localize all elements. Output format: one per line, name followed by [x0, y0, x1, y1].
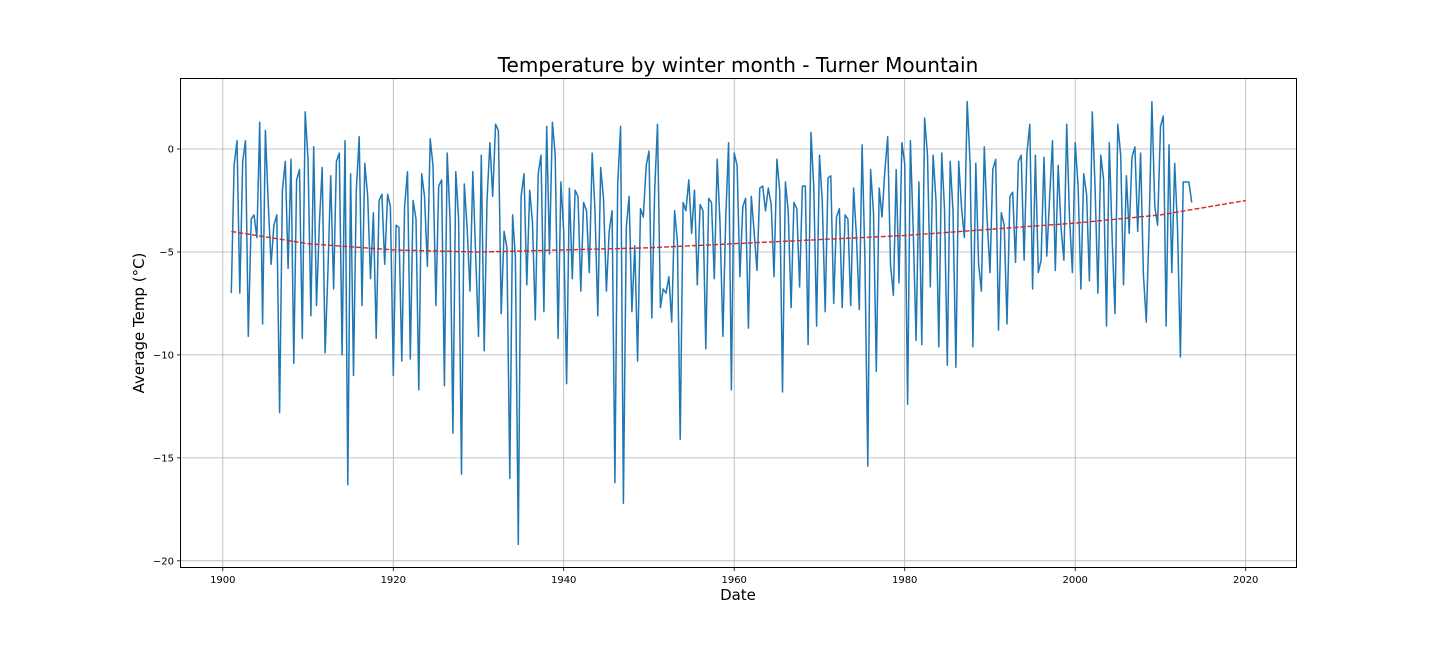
x-tick-label: 2020: [1233, 575, 1258, 586]
x-tick-label: 1920: [381, 575, 406, 586]
x-tick-label: 1960: [721, 575, 746, 586]
grid: [181, 79, 1296, 567]
y-tick-label: −20: [153, 556, 174, 567]
trend-line: [231, 199, 1246, 253]
temperature-series-line: [230, 100, 1193, 546]
y-tick-label: 0: [168, 145, 174, 156]
chart-title: Temperature by winter month - Turner Mou…: [497, 53, 979, 77]
axes: 1900 1920 1940 1960 1980 2000 2020 −20 −15 −10 −5 0: [153, 145, 1259, 587]
x-tick-label: 1940: [551, 575, 576, 586]
x-tick-label: 1980: [892, 575, 917, 586]
y-tick-label: −10: [153, 350, 174, 361]
y-tick-label: −15: [153, 453, 174, 464]
y-tick-label: −5: [159, 248, 174, 259]
plot-area: [230, 100, 1246, 546]
y-axis-title: Average Temp (°C): [130, 253, 148, 394]
x-tick-label: 1900: [210, 575, 235, 586]
x-axis-title: Date: [720, 586, 756, 604]
plot-frame: [180, 78, 1297, 568]
x-tick-label: 2000: [1062, 575, 1087, 586]
